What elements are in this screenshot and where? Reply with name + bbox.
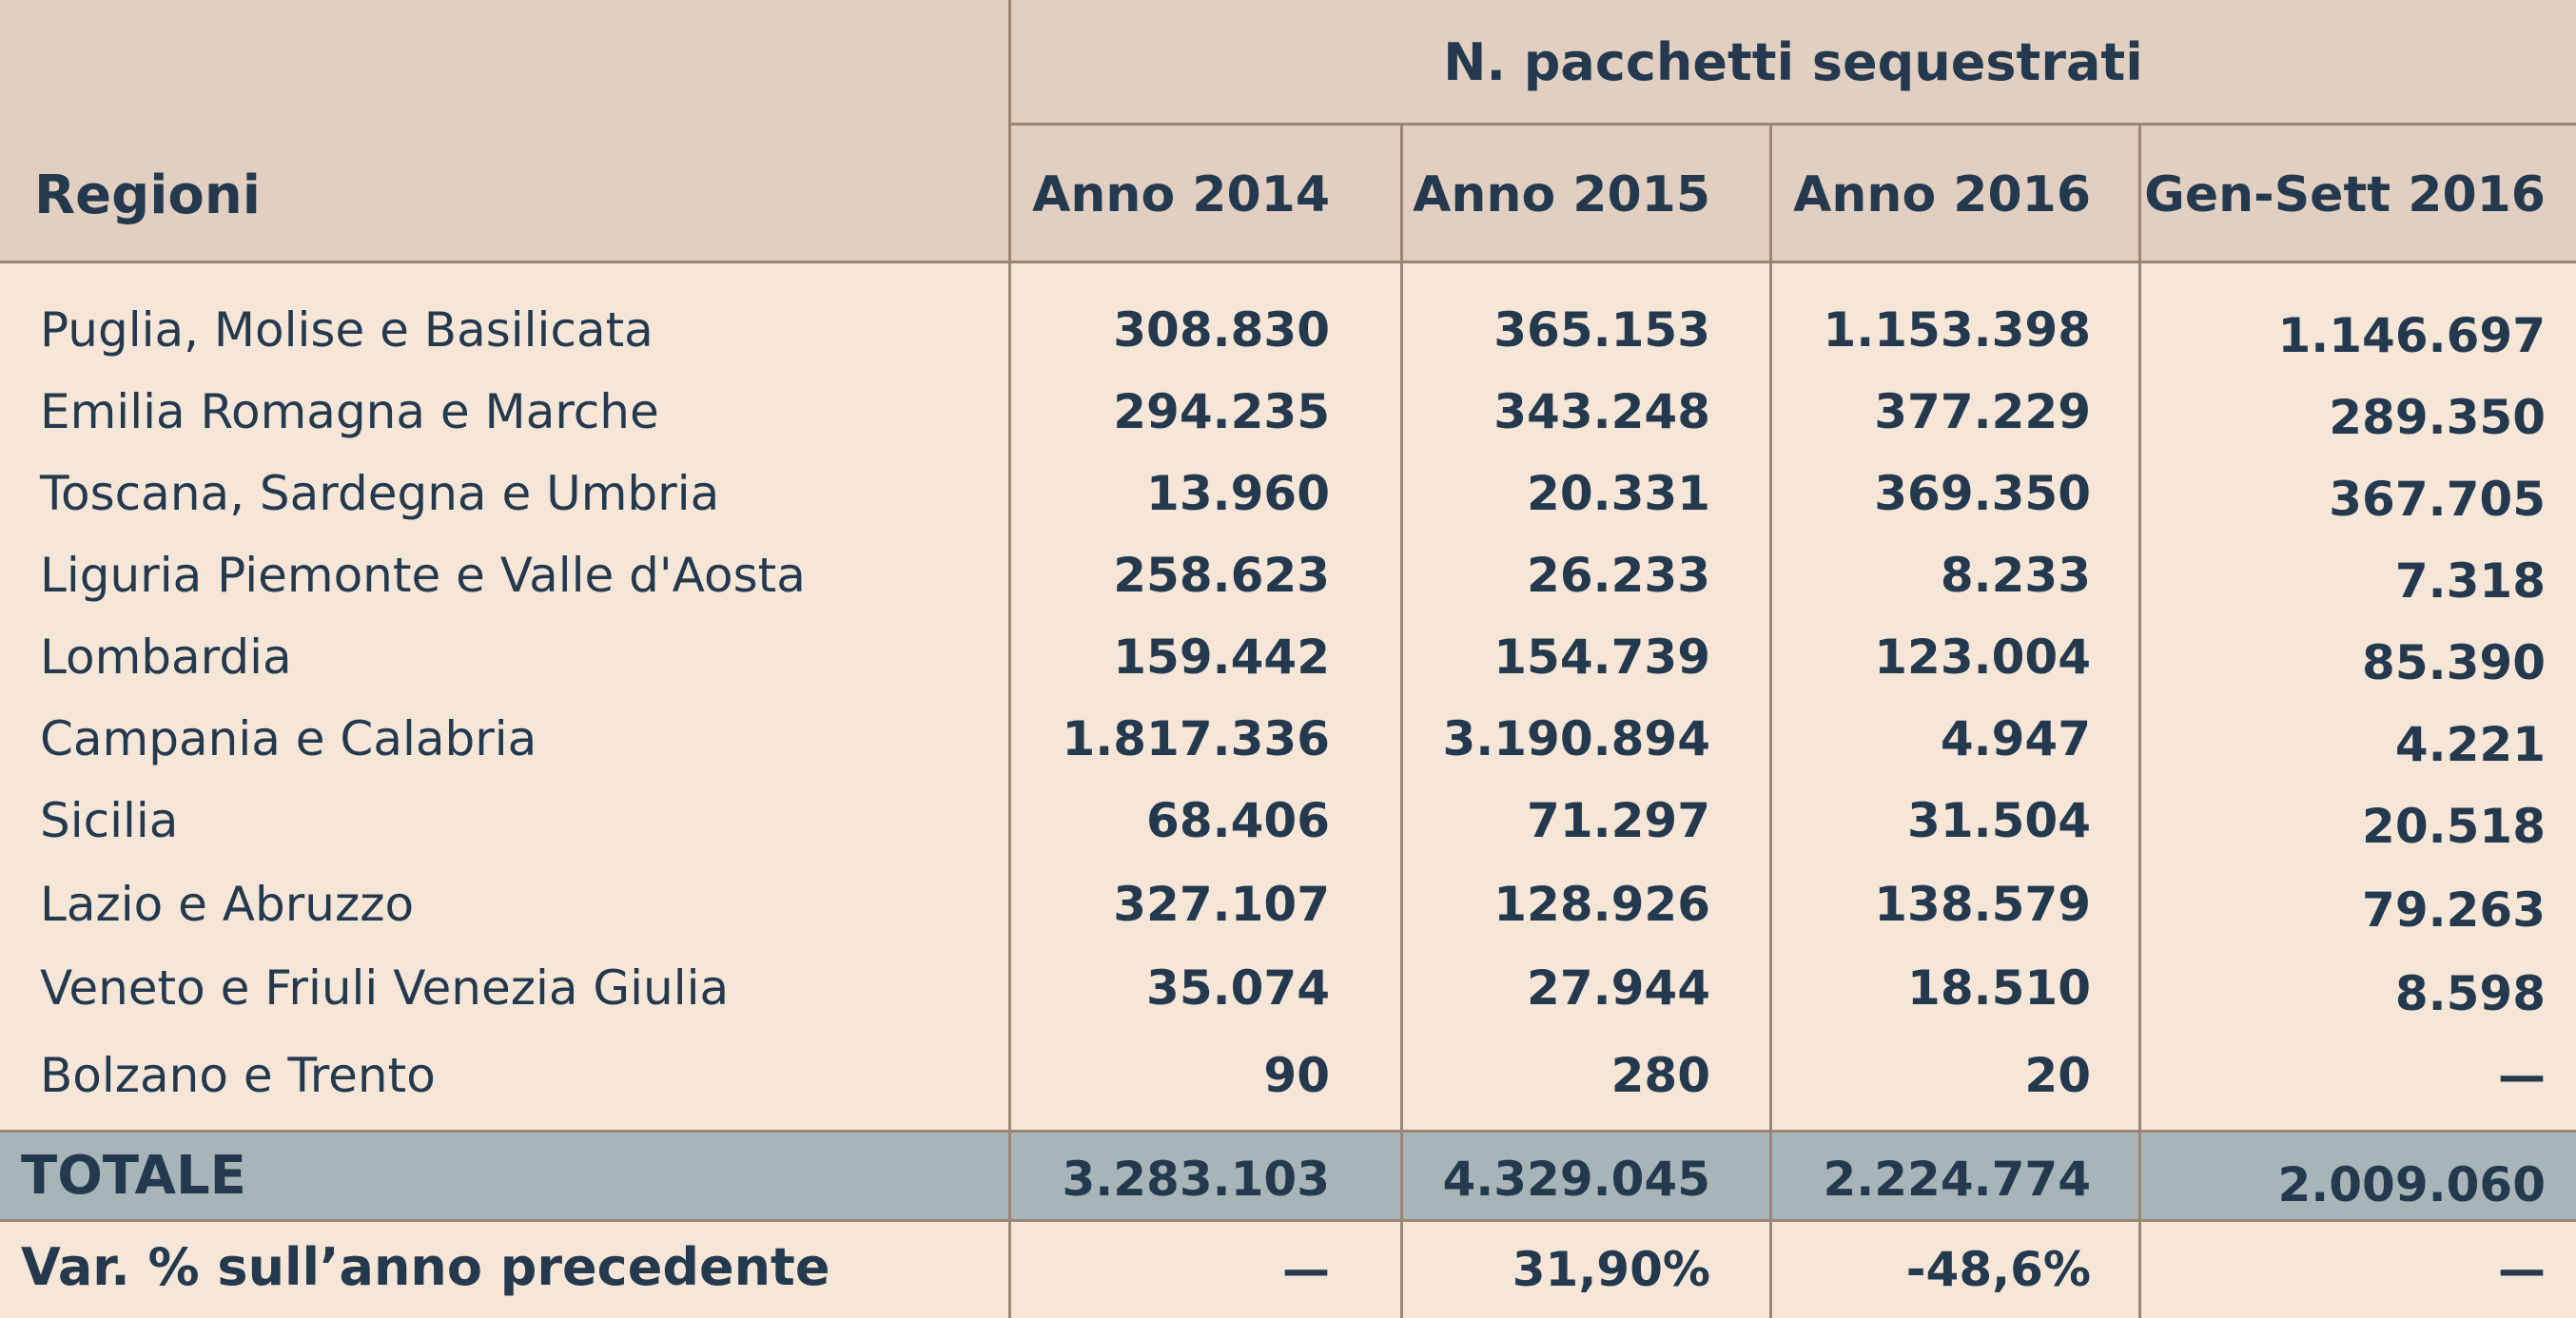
row-label: Lazio e Abruzzo: [40, 877, 415, 932]
cell-value: 154.739: [1493, 630, 1710, 685]
total-label: TOTALE: [21, 1144, 246, 1207]
cell-value: 35.074: [1146, 960, 1330, 1016]
cell-value: 85.390: [2362, 635, 2546, 690]
row-label: Sicilia: [40, 793, 179, 848]
cell-value: —: [2498, 1048, 2546, 1103]
cell-value: 138.579: [1874, 877, 2091, 932]
group-divider: [1008, 123, 2576, 126]
cell-value: 365.153: [1493, 302, 1710, 358]
variation-value: —: [2498, 1242, 2546, 1297]
cell-value: 258.623: [1113, 548, 1330, 603]
cell-value: 7.318: [2394, 553, 2546, 609]
column-divider: [2138, 123, 2141, 1318]
cell-value: 20.331: [1527, 466, 1710, 521]
cell-value: 159.442: [1113, 630, 1330, 685]
variation-value: 31,90%: [1512, 1242, 1710, 1297]
total-value: 3.283.103: [1062, 1152, 1330, 1207]
row-label: Liguria Piemonte e Valle d'Aosta: [40, 548, 806, 603]
cell-value: 4.221: [2394, 717, 2546, 772]
cell-value: 68.406: [1146, 793, 1330, 848]
cell-value: 294.235: [1113, 384, 1330, 439]
group-header: N. pacchetti sequestrati: [1443, 31, 2143, 92]
total-value: 4.329.045: [1442, 1152, 1710, 1207]
cell-value: 13.960: [1146, 466, 1330, 521]
cell-value: 79.263: [2362, 882, 2546, 938]
row-label: Emilia Romagna e Marche: [40, 384, 659, 439]
column-header: Anno 2016: [1793, 166, 2091, 223]
total-top-rule: [0, 1130, 2576, 1133]
cell-value: 327.107: [1113, 877, 1330, 932]
column-divider: [1008, 0, 1011, 1318]
cell-value: 1.817.336: [1062, 711, 1330, 766]
cell-value: 123.004: [1874, 630, 2091, 685]
cell-value: 20: [2024, 1048, 2091, 1103]
variation-label: Var. % sull’anno precedente: [21, 1236, 830, 1297]
cell-value: 308.830: [1113, 302, 1330, 358]
column-header: Anno 2014: [1032, 166, 1330, 223]
table-header-band: [0, 0, 2576, 262]
cell-value: 26.233: [1527, 548, 1710, 603]
cell-value: 1.153.398: [1823, 302, 2091, 358]
cell-value: 343.248: [1493, 384, 1710, 439]
cell-value: 71.297: [1527, 793, 1710, 848]
total-value: 2.009.060: [2277, 1157, 2546, 1212]
total-row-band: [0, 1132, 2576, 1219]
cell-value: 1.146.697: [2277, 308, 2546, 363]
cell-value: 128.926: [1493, 877, 1710, 932]
cell-value: 4.947: [1940, 711, 2091, 766]
cell-value: 8.598: [2394, 966, 2546, 1021]
row-label: Campania e Calabria: [40, 711, 537, 766]
row-header-regioni: Regioni: [34, 164, 261, 226]
cell-value: 20.518: [2362, 799, 2546, 854]
cell-value: 377.229: [1874, 384, 2091, 439]
column-divider: [1769, 123, 1772, 1318]
variation-value: -48,6%: [1905, 1242, 2091, 1297]
cell-value: 289.350: [2329, 390, 2546, 445]
cell-value: 369.350: [1874, 466, 2091, 521]
cell-value: 8.233: [1940, 548, 2091, 603]
total-value: 2.224.774: [1823, 1152, 2091, 1207]
cell-value: 3.190.894: [1442, 711, 1710, 766]
row-label: Lombardia: [40, 630, 292, 685]
cell-value: 90: [1263, 1048, 1330, 1103]
cell-value: 18.510: [1907, 960, 2091, 1016]
total-bottom-rule: [0, 1219, 2576, 1222]
cell-value: 280: [1610, 1048, 1710, 1103]
row-label: Veneto e Friuli Venezia Giulia: [40, 960, 730, 1016]
column-divider: [1400, 123, 1403, 1318]
row-label: Puglia, Molise e Basilicata: [40, 302, 654, 358]
column-header: Anno 2015: [1413, 166, 1710, 223]
row-label: Bolzano e Trento: [40, 1048, 436, 1103]
column-header: Gen-Sett 2016: [2144, 166, 2546, 223]
row-label: Toscana, Sardegna e Umbria: [40, 466, 720, 521]
cell-value: 27.944: [1527, 960, 1710, 1016]
variation-value: —: [1282, 1242, 1330, 1297]
header-divider: [0, 261, 2576, 263]
cell-value: 367.705: [2329, 472, 2546, 527]
cell-value: 31.504: [1907, 793, 2091, 848]
